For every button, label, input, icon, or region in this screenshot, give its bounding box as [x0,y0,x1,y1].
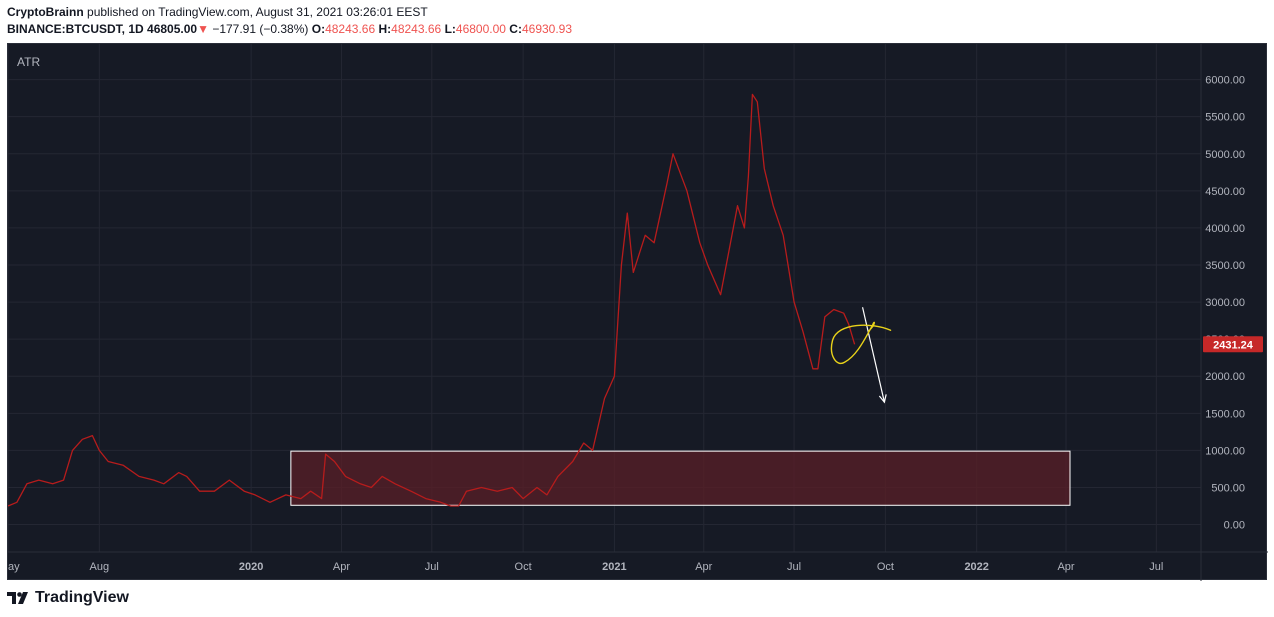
tradingview-logo-icon [7,591,28,604]
last-value-tag [1203,336,1263,353]
x-tick-label: Jul [787,561,801,573]
publish-info: CryptoBrainn published on TradingView.co… [7,5,428,19]
y-tick-label: 6000.00 [1205,75,1245,87]
indicator-label: ATR [17,55,40,69]
y-tick-label: 1500.00 [1205,408,1245,420]
chart-panel[interactable]: 0.00500.001000.001500.002000.002500.0030… [7,43,1268,581]
close-value: 46930.93 [521,22,573,36]
y-tick-label: 1000.00 [1205,445,1245,457]
x-tick-label: Aug [90,561,110,573]
down-arrow-icon: ▼ [197,22,209,36]
brand-name: TradingView [35,589,129,606]
y-tick-label: 500.00 [1211,482,1245,494]
symbol-label: BINANCE:BTCUSDT, 1D [7,22,144,36]
x-tick-label: Oct [515,561,532,573]
price-value: 46805.00 [147,22,198,36]
published-text: published on TradingView.com, August 31,… [87,5,428,19]
close-label: C: [509,22,522,36]
x-tick-label: Apr [695,561,712,573]
x-tick-label: 2022 [964,561,988,573]
low-value: 46800.00 [455,22,506,36]
x-tick-label: 2020 [239,561,263,573]
high-label: H: [378,22,392,36]
price-change: −177.91 (−0.38%) [212,22,309,36]
y-tick-label: 3000.00 [1205,297,1245,309]
atr-series-line [8,93,856,507]
x-tick-label: Jul [1149,561,1163,573]
x-tick-label: 2021 [602,561,626,573]
low-label: L: [444,22,456,36]
y-tick-label: 3500.00 [1205,260,1245,272]
y-tick-label: 5000.00 [1205,149,1245,161]
atr-chart[interactable]: 0.00500.001000.001500.002000.002500.0030… [8,44,1268,581]
symbol-info: BINANCE:BTCUSDT, 1D 46805.00▼ −177.91 (−… [7,22,572,36]
last-value-label: 2431.24 [1213,339,1254,351]
y-tick-label: 4500.00 [1205,186,1245,198]
highlight-zone [290,450,1071,506]
y-tick-label: 5500.00 [1205,112,1245,124]
drawn-arrow-line [861,307,885,403]
open-value: 48243.66 [325,22,376,36]
author-name[interactable]: CryptoBrainn [7,5,84,19]
x-tick-label: ay [8,561,20,573]
open-label: O: [311,22,326,36]
tradingview-logo[interactable]: TradingView [7,589,129,607]
y-tick-label: 0.00 [1224,520,1245,532]
y-tick-label: 2000.00 [1205,371,1245,383]
y-tick-label: 4000.00 [1205,223,1245,235]
drawn-yellow-curve [830,321,892,365]
x-tick-label: Oct [877,561,894,573]
x-tick-label: Apr [333,561,350,573]
x-tick-label: Jul [425,561,439,573]
high-value: 48243.66 [391,22,442,36]
drawn-arrow-head [878,394,887,404]
x-tick-label: Apr [1057,561,1074,573]
